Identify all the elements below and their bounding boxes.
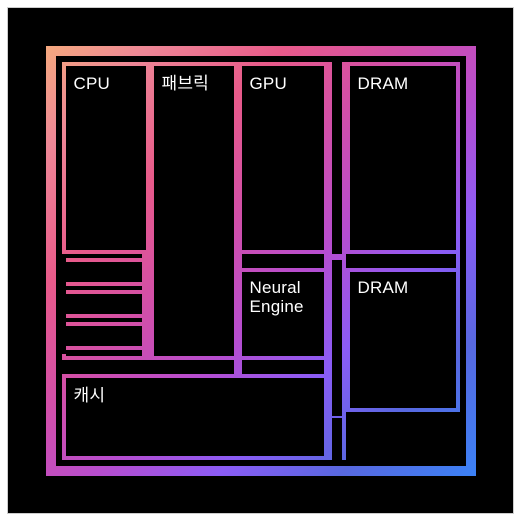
cpu-block [66, 66, 146, 250]
margin-cut [460, 56, 466, 466]
image-frame: CPU 패브릭 GPU DRAM Neural Engine DRAM 캐시 [7, 7, 514, 514]
small-block-3 [66, 326, 142, 346]
gap-cut [346, 412, 462, 460]
gap-cut [66, 350, 142, 356]
chip-diagram: CPU 패브릭 GPU DRAM Neural Engine DRAM 캐시 [46, 46, 476, 476]
cpu-label: CPU [74, 74, 111, 94]
gap-cut [332, 260, 342, 416]
gap-cut [242, 254, 324, 268]
gap-cut [332, 56, 342, 254]
small-block-2 [66, 294, 142, 314]
gpu-label: GPU [250, 74, 287, 94]
fabric-label: 패브릭 [162, 74, 210, 94]
fabric-block [154, 66, 234, 356]
gpu-block [242, 66, 324, 250]
small-block-1 [66, 262, 142, 282]
margin-cut [56, 56, 466, 62]
gap-cut [62, 254, 66, 354]
gap-cut [66, 286, 142, 290]
gap-cut [346, 254, 456, 268]
dram-top-label: DRAM [358, 74, 409, 94]
dram-bottom-label: DRAM [358, 278, 409, 298]
gap-cut [242, 360, 324, 374]
gap-cut [62, 360, 234, 374]
gap-cut [332, 418, 342, 462]
gap-cut [66, 318, 142, 322]
neural-label: Neural Engine [250, 278, 304, 317]
gap-cut [66, 254, 142, 258]
dram-top-block [350, 66, 456, 250]
margin-cut [56, 460, 466, 466]
cache-label: 캐시 [74, 386, 106, 406]
